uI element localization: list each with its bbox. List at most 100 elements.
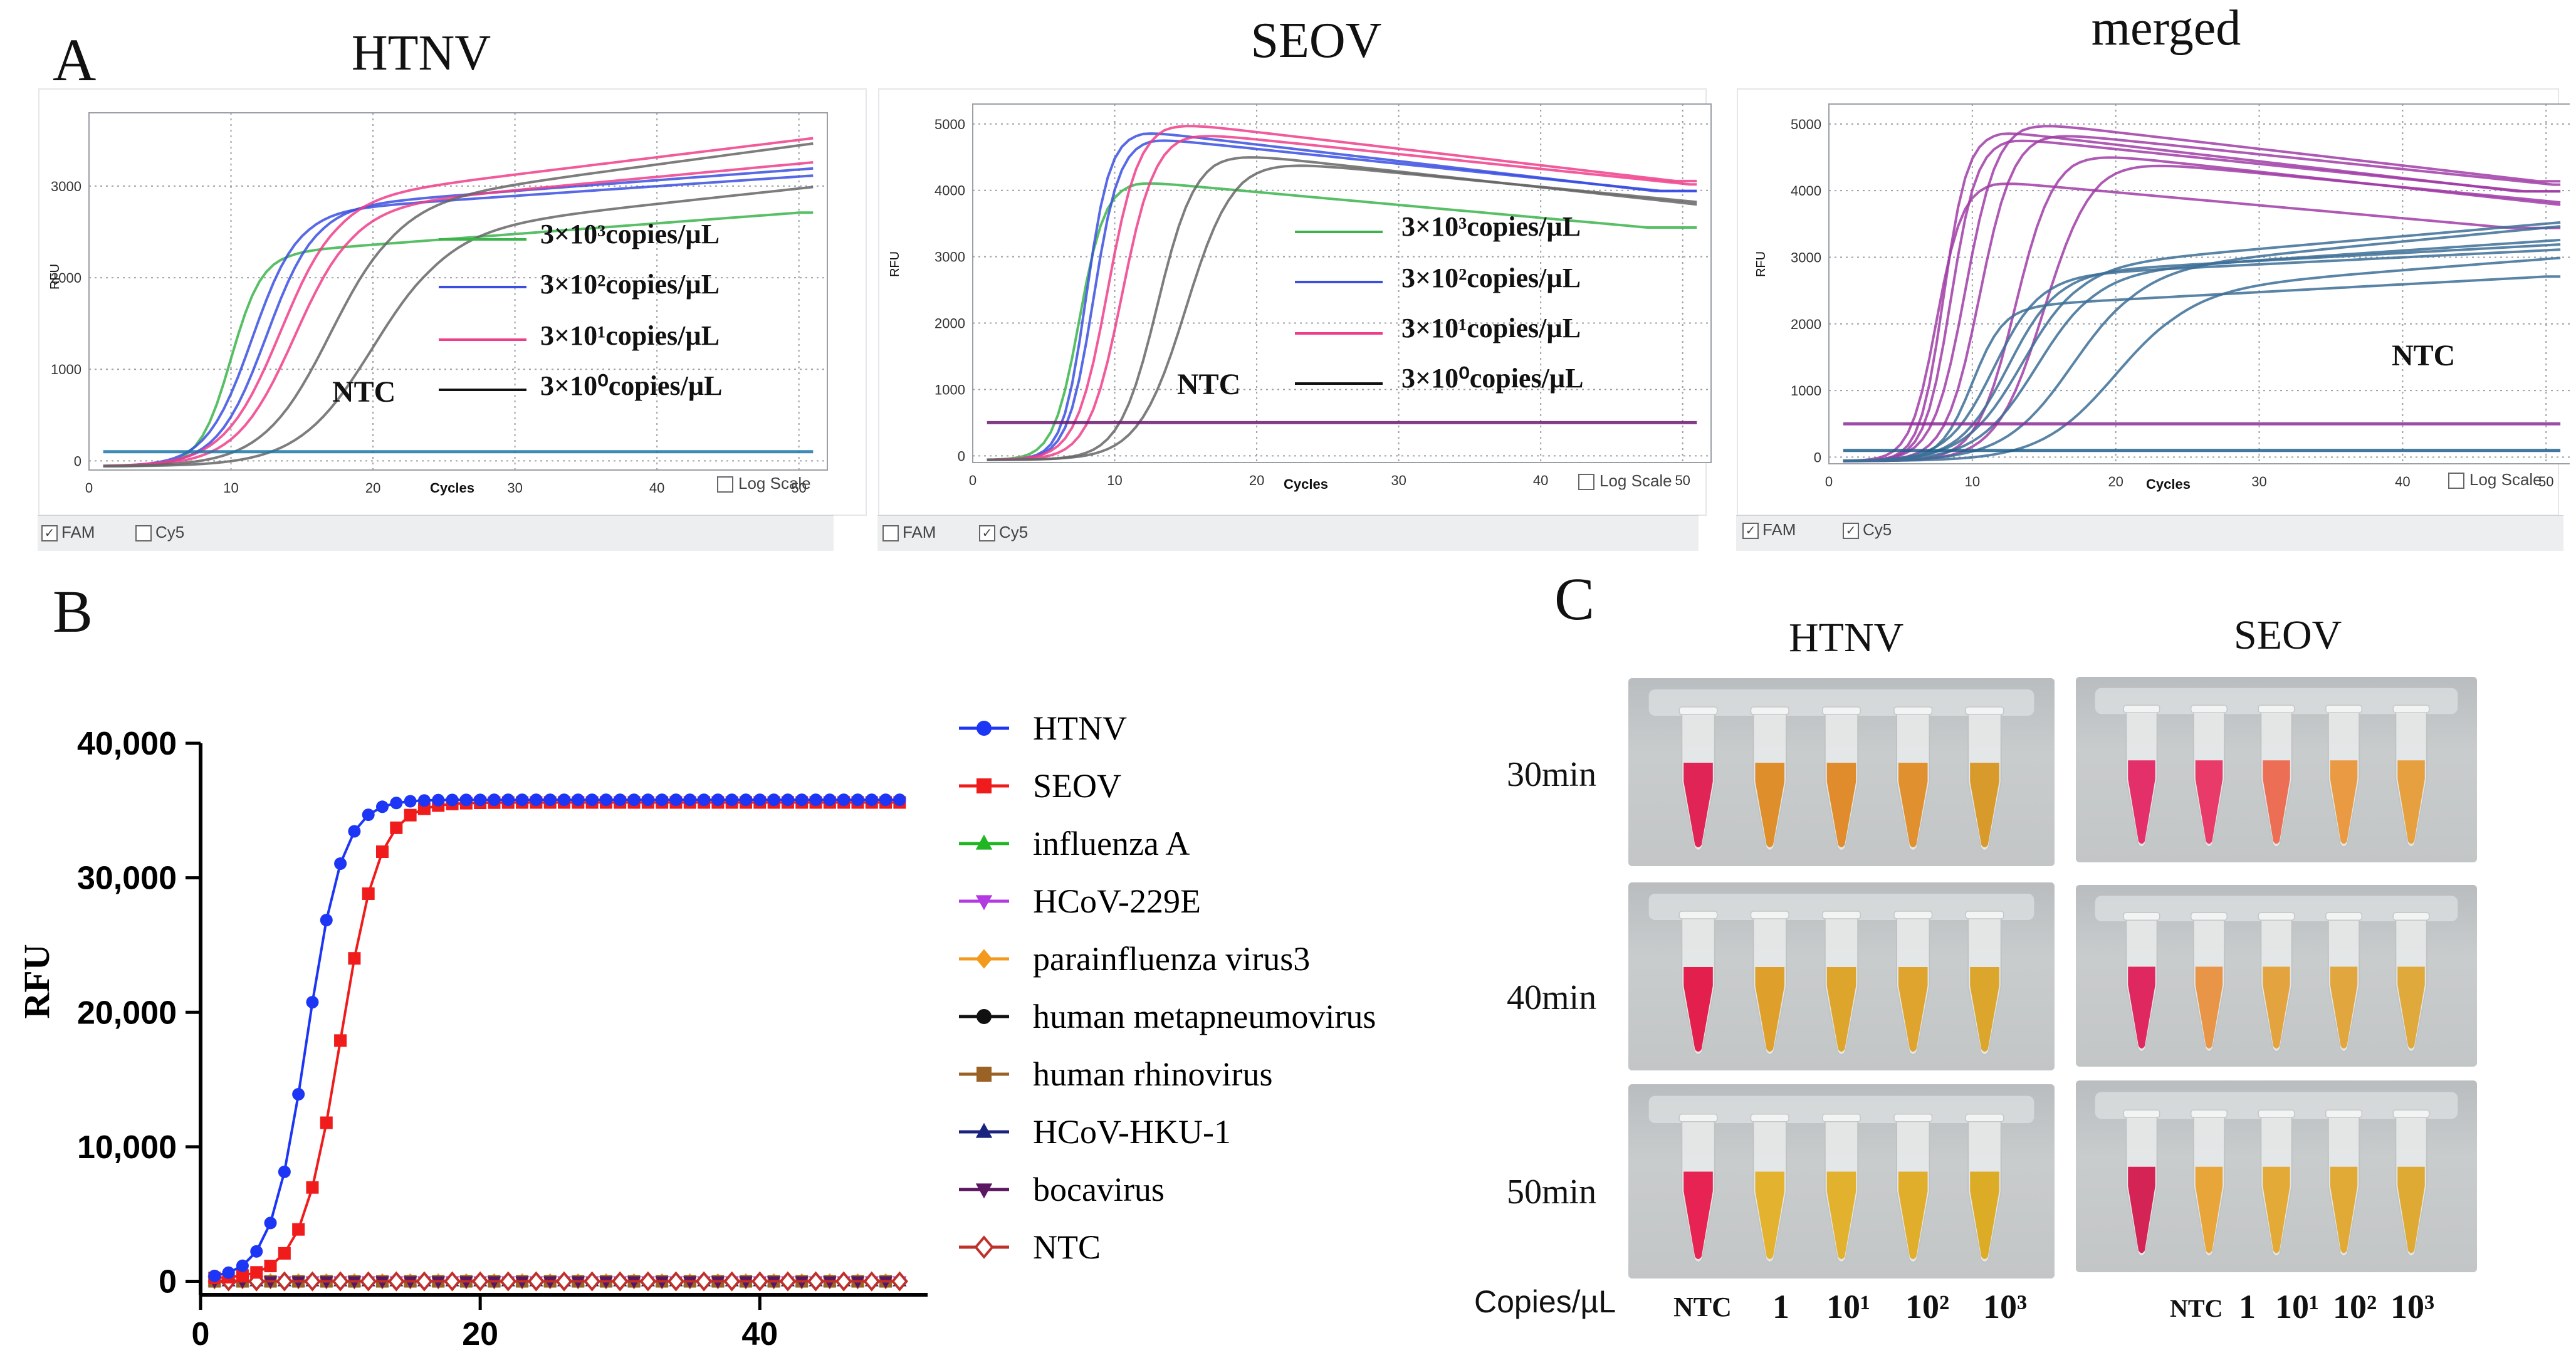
seov-log-scale-checkbox[interactable]: Log Scale	[1578, 471, 1672, 491]
data-point	[332, 1271, 349, 1292]
seov-cy5-checkbox[interactable]: ✓ Cy5	[979, 523, 1028, 542]
data-point	[611, 1271, 629, 1292]
htnv-tube-photo-row-1	[1628, 882, 2055, 1070]
data-point	[291, 1276, 306, 1289]
legend-marker	[976, 1067, 992, 1082]
tube-liquid	[2128, 760, 2155, 844]
legend-marker	[976, 778, 992, 793]
x-tick-label: 10	[223, 480, 238, 496]
data-point	[278, 1247, 291, 1260]
tube-rim	[1965, 911, 2004, 919]
merged-log-scale-checkbox[interactable]: Log Scale	[2448, 470, 2542, 489]
panel-label-b: B	[53, 578, 93, 645]
tube-rim	[1893, 706, 1933, 715]
data-point	[443, 1271, 461, 1292]
data-point	[558, 793, 570, 807]
data-point	[306, 996, 319, 1009]
htnv-legend-swatch-1	[439, 286, 526, 288]
htnv-tube-label-ntc: NTC	[1673, 1292, 1732, 1322]
data-point	[851, 793, 864, 807]
tube-liquid	[2263, 966, 2290, 1048]
legend-label: HCoV-229E	[1033, 882, 1201, 920]
data-point	[656, 793, 669, 807]
seov-tube-label-10-1: 10¹	[2275, 1288, 2320, 1326]
checkmark-icon: ✓	[1742, 523, 1759, 540]
seov-amplification-plot: 0 10 20 30 40 50 0 1000 2000 3000 4000 5000	[878, 88, 1712, 516]
merged-cy5-label: Cy5	[1863, 520, 1892, 539]
tube-liquid	[1755, 967, 1785, 1052]
tube-rim	[1965, 706, 2004, 715]
seov-channel-bar	[877, 515, 1699, 551]
y-tick-label: 5000	[1791, 117, 1821, 132]
data-point	[863, 1271, 881, 1292]
htnv-fam-checkbox[interactable]: ✓ FAM	[41, 523, 95, 542]
data-point	[487, 1276, 501, 1289]
htnv-legend-swatch-3	[439, 389, 526, 391]
tube-rim	[1678, 1114, 1718, 1122]
y-tick-label: 10,000	[77, 1129, 177, 1166]
htnv-x-axis-label: Cycles	[430, 480, 474, 496]
y-tick-label: 2000	[1791, 316, 1821, 332]
tube-rim	[2123, 704, 2160, 714]
data-point	[431, 1276, 446, 1289]
seov-tube-photo-row-1	[2076, 885, 2477, 1067]
data-point	[208, 1269, 221, 1282]
legend-entry-2: influenza A	[959, 825, 1190, 862]
tube-liquid	[2397, 966, 2425, 1048]
merged-cy5-checkbox[interactable]: ✓ Cy5	[1843, 520, 1892, 540]
tube-rim	[2191, 1109, 2228, 1118]
merged-fam-checkbox[interactable]: ✓ FAM	[1742, 520, 1796, 540]
seov-legend-label-3: 3×10⁰copies/µL	[1401, 363, 1584, 394]
htnv-log-scale-checkbox[interactable]: Log Scale	[717, 474, 811, 493]
seov-legend-label-2: 3×10¹copies/µL	[1401, 313, 1581, 343]
y-tick-label: 3000	[51, 179, 81, 194]
seov-fam-checkbox[interactable]: FAM	[882, 523, 936, 542]
series-seov	[208, 796, 906, 1285]
tube-rim	[1750, 911, 1789, 919]
panel-label-a: A	[53, 26, 97, 93]
checkmark-icon: ✓	[41, 525, 58, 542]
htnv-cy5-checkbox[interactable]: Cy5	[135, 523, 184, 542]
tube-liquid	[1970, 763, 1999, 847]
data-point	[432, 793, 445, 807]
specificity-time-course-chart: 0 10,000 20,000 30,000 40,000 0 20 40 Time (min)…	[16, 709, 1376, 1370]
data-point	[879, 1276, 893, 1289]
x-tick-label: 0	[85, 480, 93, 496]
amplification-curve-2-0	[103, 137, 814, 468]
data-point	[471, 1271, 489, 1292]
data-point	[822, 1276, 837, 1289]
data-point	[387, 1271, 405, 1292]
x-tick-label: 30	[2251, 474, 2266, 489]
y-tick-label: 1000	[935, 382, 965, 397]
data-point	[390, 821, 403, 834]
tube-rim	[2392, 912, 2430, 921]
data-point	[683, 793, 696, 807]
htnv-plot-title: HTNV	[351, 26, 491, 81]
legend-marker	[975, 834, 993, 850]
data-point	[303, 1271, 322, 1292]
tube-rim	[2258, 912, 2295, 921]
x-tick-label: 0	[1825, 474, 1833, 489]
data-point	[459, 1276, 473, 1289]
legend-label: parainfluenza virus3	[1033, 940, 1310, 978]
merged-channel-bar	[1736, 515, 2563, 551]
data-point	[865, 793, 878, 807]
amplification-curve-3-0	[103, 142, 814, 468]
tube-liquid	[2330, 966, 2358, 1048]
legend-marker	[976, 1009, 992, 1024]
htnv-tube-photo-row-2	[1628, 1084, 2055, 1278]
data-point	[599, 1276, 613, 1289]
seov-log-scale-label: Log Scale	[1600, 471, 1672, 490]
y-tick-label: 3000	[1791, 249, 1821, 265]
data-point	[655, 1276, 669, 1289]
tube-rim	[2392, 1109, 2430, 1118]
data-point	[516, 793, 529, 807]
tube-liquid	[1898, 1171, 1928, 1259]
data-point	[348, 952, 361, 965]
data-point	[334, 1034, 347, 1047]
data-point	[527, 1271, 545, 1292]
tube-rim	[2325, 704, 2362, 714]
tube-cap-strip	[1648, 1095, 2034, 1123]
x-tick-label: 50	[1675, 473, 1690, 488]
data-point	[851, 1276, 865, 1289]
